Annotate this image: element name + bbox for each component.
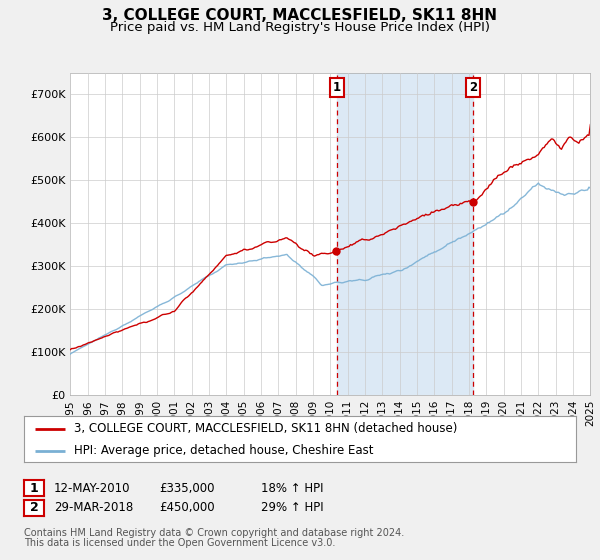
Text: This data is licensed under the Open Government Licence v3.0.: This data is licensed under the Open Gov… xyxy=(24,538,335,548)
Text: 29-MAR-2018: 29-MAR-2018 xyxy=(54,501,133,515)
Text: 2: 2 xyxy=(469,81,477,94)
Text: 3, COLLEGE COURT, MACCLESFIELD, SK11 8HN: 3, COLLEGE COURT, MACCLESFIELD, SK11 8HN xyxy=(103,8,497,24)
Text: 18% ↑ HPI: 18% ↑ HPI xyxy=(261,482,323,495)
Text: 2: 2 xyxy=(29,501,38,515)
Text: £450,000: £450,000 xyxy=(159,501,215,515)
Text: Price paid vs. HM Land Registry's House Price Index (HPI): Price paid vs. HM Land Registry's House … xyxy=(110,21,490,34)
Text: Contains HM Land Registry data © Crown copyright and database right 2024.: Contains HM Land Registry data © Crown c… xyxy=(24,529,404,539)
Text: £335,000: £335,000 xyxy=(159,482,215,495)
Text: 3, COLLEGE COURT, MACCLESFIELD, SK11 8HN (detached house): 3, COLLEGE COURT, MACCLESFIELD, SK11 8HN… xyxy=(74,422,457,436)
Bar xyxy=(337,73,473,395)
Text: 1: 1 xyxy=(29,482,38,495)
Text: 12-MAY-2010: 12-MAY-2010 xyxy=(54,482,131,495)
Text: 1: 1 xyxy=(332,81,341,94)
Text: HPI: Average price, detached house, Cheshire East: HPI: Average price, detached house, Ches… xyxy=(74,444,373,457)
Text: 29% ↑ HPI: 29% ↑ HPI xyxy=(261,501,323,515)
